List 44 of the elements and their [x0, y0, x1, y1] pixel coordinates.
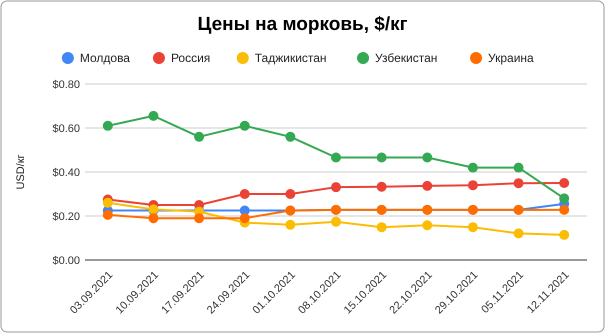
point [468, 222, 478, 232]
point [331, 152, 341, 162]
point [194, 213, 204, 224]
point [422, 220, 432, 230]
point [285, 132, 296, 142]
y-tick-label: $0.40 [52, 167, 80, 179]
legend-label: Россия [170, 51, 210, 65]
point [148, 213, 158, 224]
point [422, 180, 432, 191]
point [102, 210, 113, 220]
y-tick-label: $0.80 [52, 79, 80, 91]
legend-label: Украина [488, 51, 534, 65]
point [102, 120, 113, 131]
point [148, 110, 158, 121]
y-tick-label: $0.00 [52, 255, 80, 267]
point [559, 230, 570, 240]
point [468, 162, 478, 173]
point [514, 162, 524, 173]
point [285, 220, 296, 230]
point [559, 193, 570, 204]
point [422, 152, 432, 162]
y-tick-label: $0.20 [52, 211, 80, 223]
point [376, 222, 387, 232]
point [331, 182, 341, 192]
point [240, 189, 250, 199]
point [514, 178, 524, 188]
point [240, 120, 250, 131]
point [376, 182, 387, 192]
point [331, 216, 341, 227]
point [102, 198, 113, 208]
point [240, 213, 250, 224]
point [285, 189, 296, 199]
y-axis-title: USD/кг [15, 154, 27, 190]
point [559, 204, 570, 215]
legend-label: Молдова [80, 51, 130, 65]
legend-label: Таджикистан [254, 51, 327, 65]
point [468, 180, 478, 190]
point [514, 228, 524, 238]
legend-label: Узбекистан [375, 51, 438, 65]
point [559, 178, 570, 188]
point [376, 152, 387, 162]
point [194, 132, 204, 142]
chart-title: Цены на морковь, $/кг [197, 14, 408, 35]
y-tick-label: $0.60 [52, 123, 80, 135]
